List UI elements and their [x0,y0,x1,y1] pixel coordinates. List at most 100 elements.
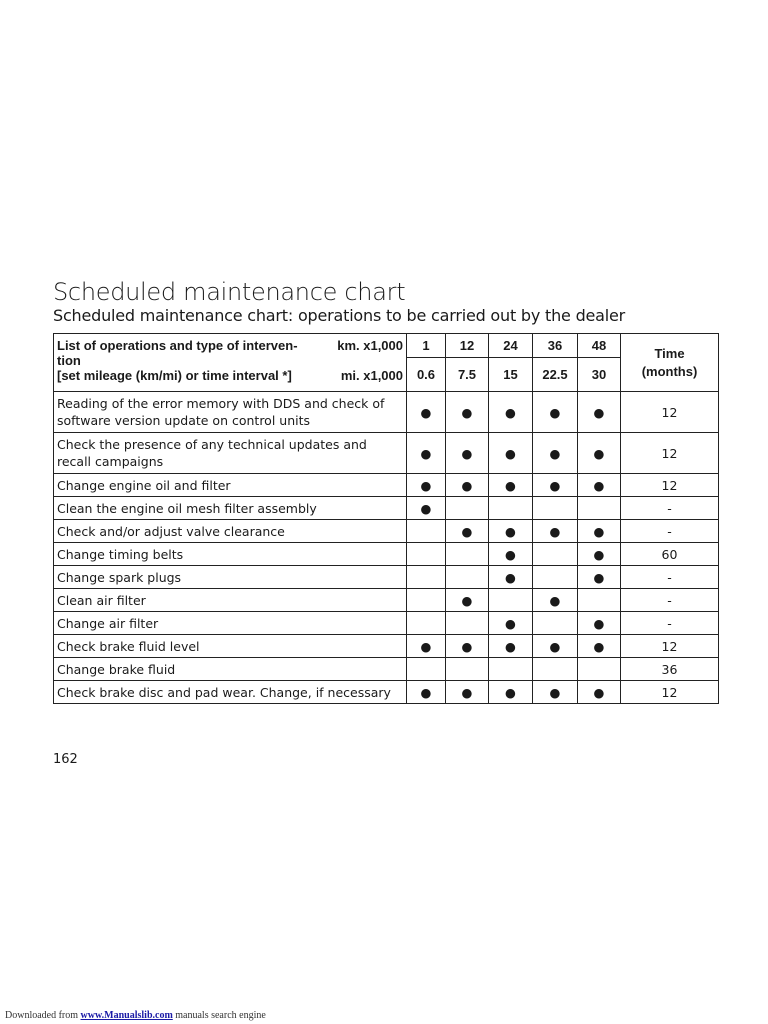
mi-interval: 0.6 [406,357,446,392]
check-cell [532,496,578,520]
km-interval: 24 [488,333,533,358]
check-cell [445,565,489,589]
time-cell: 60 [620,542,719,566]
time-cell: 12 [620,432,719,474]
check-cell: ● [488,432,533,474]
check-cell: ● [406,391,446,433]
time-cell: - [620,496,719,520]
dot-icon: ● [549,477,561,493]
dot-icon: ● [593,638,605,654]
dot-icon: ● [549,592,561,608]
check-cell: ● [445,634,489,658]
check-cell: ● [406,473,446,497]
check-cell [406,542,446,566]
time-header: Time (months) [620,333,719,392]
check-cell [532,657,578,681]
check-cell [406,588,446,612]
dot-icon: ● [593,523,605,539]
check-cell: ● [577,519,621,543]
dot-icon: ● [420,404,432,420]
operation-cell: Clean the engine oil mesh filter assembl… [53,496,407,520]
check-cell: ● [577,473,621,497]
operation-cell: Clean air filter [53,588,407,612]
dot-icon: ● [505,569,516,585]
mi-interval: 7.5 [445,357,489,392]
check-cell: ● [488,611,533,635]
manualslib-link[interactable]: www.Manualslib.com [80,1010,173,1021]
check-cell: ● [488,391,533,433]
table-row: Change engine oil and filter ● ● ● ● ● 12 [53,473,719,497]
operation-cell: Change brake fluid [53,657,407,681]
check-cell [406,565,446,589]
time-cell: - [620,588,719,612]
check-cell: ● [488,542,533,566]
check-cell [445,496,489,520]
dot-icon: ● [549,445,561,461]
check-cell: ● [577,634,621,658]
table-row: Change brake fluid 36 [53,657,719,681]
check-cell: ● [406,634,446,658]
table-row: Clean the engine oil mesh filter assembl… [53,496,719,520]
dot-icon: ● [593,477,605,493]
mi-interval: 22.5 [532,357,578,392]
table-row: Check the presence of any technical upda… [53,432,719,474]
table-row: Clean air filter ● ● - [53,588,719,612]
footer: Downloaded from www.Manualslib.com manua… [5,1010,266,1021]
dot-icon: ● [593,404,605,420]
check-cell: ● [577,680,621,704]
check-cell: ● [445,473,489,497]
operation-cell: Check and/or adjust valve clearance [53,519,407,543]
check-cell: ● [577,611,621,635]
check-cell: ● [532,588,578,612]
dot-icon: ● [461,477,473,493]
check-cell: ● [532,432,578,474]
check-cell [445,657,489,681]
table-row: Check and/or adjust valve clearance ● ● ● ● - [53,519,719,543]
check-cell [488,496,533,520]
time-cell: 12 [620,634,719,658]
mi-interval: 30 [577,357,621,392]
check-cell [577,588,621,612]
dot-icon: ● [593,445,605,461]
check-cell [532,542,578,566]
check-cell: ● [445,519,489,543]
operations-header-label: List of operations and type of interven-… [57,338,298,383]
check-cell [577,657,621,681]
check-cell [488,588,533,612]
time-cell: 12 [620,391,719,433]
check-cell [445,542,489,566]
dot-icon: ● [420,500,432,516]
check-cell: ● [406,680,446,704]
time-cell: - [620,565,719,589]
check-cell: ● [488,680,533,704]
operation-cell: Change timing belts [53,542,407,566]
dot-icon: ● [593,684,605,700]
header-row-km: List of operations and type of interven-… [53,333,719,392]
km-unit-label: km. x1,000 [337,338,403,353]
operation-cell: Change spark plugs [53,565,407,589]
check-cell [406,611,446,635]
table-row: Check brake disc and pad wear. Change, i… [53,680,719,704]
check-cell [445,611,489,635]
dot-icon: ● [549,684,561,700]
check-cell [577,496,621,520]
time-cell: - [620,519,719,543]
dot-icon: ● [461,684,473,700]
check-cell: ● [488,519,533,543]
time-cell: 36 [620,657,719,681]
dot-icon: ● [505,638,516,654]
check-cell: ● [532,473,578,497]
operation-cell: Check the presence of any technical upda… [53,432,407,474]
km-interval: 1 [406,333,446,358]
header-row-mi: 0.6 7.5 15 22.5 30 [54,357,719,392]
dot-icon: ● [505,477,516,493]
table-row: Check brake fluid level ● ● ● ● ● 12 [53,634,719,658]
dot-icon: ● [420,477,432,493]
check-cell: ● [577,542,621,566]
check-cell: ● [577,432,621,474]
dot-icon: ● [461,404,473,420]
dot-icon: ● [549,523,561,539]
check-cell: ● [577,565,621,589]
dot-icon: ● [549,638,561,654]
km-interval: 48 [577,333,621,358]
